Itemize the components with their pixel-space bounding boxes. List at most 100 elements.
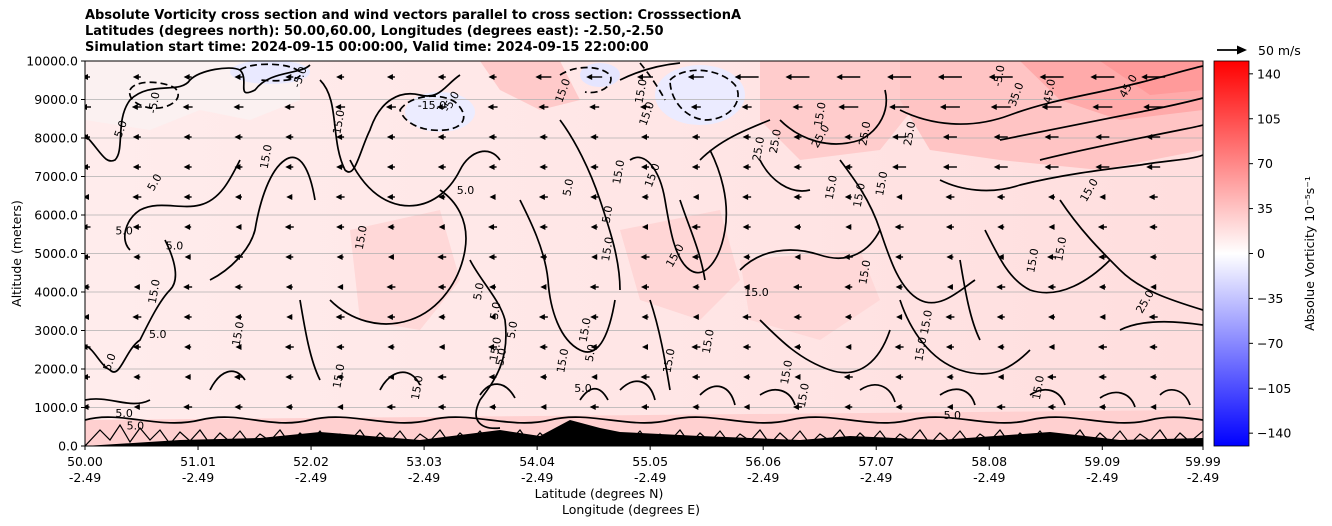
x-tick-label-lat: 52.02 xyxy=(293,454,329,469)
wind-vector-head xyxy=(690,104,697,110)
wind-vector-arrow xyxy=(285,404,293,410)
wind-vector-head xyxy=(132,194,139,200)
wind-vector-arrow xyxy=(133,284,140,290)
wind-vector-arrow xyxy=(793,224,801,230)
wind-vector-head xyxy=(896,194,903,200)
wind-vector-arrow xyxy=(539,134,548,140)
colorbar-tick-label: 70 xyxy=(1257,156,1273,171)
wind-vector-arrow xyxy=(896,194,903,200)
wind-vector-arrow xyxy=(488,74,497,80)
colorbar-tick-label: 140 xyxy=(1257,66,1281,81)
wind-vector-head xyxy=(687,74,694,80)
wind-vector-head xyxy=(233,104,240,110)
wind-vector-arrow xyxy=(794,254,801,260)
wind-vector-head xyxy=(538,104,545,110)
wind-vector-arrow xyxy=(993,134,1008,140)
wind-vector-arrow xyxy=(836,74,861,80)
wind-vector-arrow xyxy=(794,374,801,380)
wind-vector-arrow xyxy=(183,164,192,170)
wind-vector-head xyxy=(386,314,393,320)
wind-vector-head xyxy=(284,104,291,110)
x-tick-label-lat: 50.00 xyxy=(67,454,103,469)
wind-vector-head xyxy=(793,134,800,140)
wind-vector-head xyxy=(85,134,88,140)
contour-label: 5.0 xyxy=(127,419,145,432)
wind-vector-arrow xyxy=(488,344,498,350)
wind-vector-arrow xyxy=(437,404,446,410)
wind-vector-head xyxy=(942,134,949,140)
x-tick-label-lat: 54.04 xyxy=(519,454,555,469)
contour-label: 15.0 xyxy=(330,363,347,389)
wind-vector-head xyxy=(692,284,699,290)
wind-vector-head xyxy=(538,194,545,200)
wind-vector-head xyxy=(845,344,852,350)
x-tick-label-lat: 57.07 xyxy=(858,454,894,469)
wind-vector-arrow xyxy=(336,254,344,260)
x-tick-label-lat: 56.06 xyxy=(745,454,781,469)
wind-vector-head xyxy=(1143,104,1150,110)
wind-vector-arrow xyxy=(640,104,650,110)
wind-vector-arrow xyxy=(942,164,957,170)
wind-vector-head xyxy=(335,314,342,320)
wind-vector-head xyxy=(489,284,496,290)
wind-vector-arrow xyxy=(539,164,548,170)
wind-vector-head xyxy=(996,314,1003,320)
wind-vector-head xyxy=(284,344,291,350)
wind-vector-head xyxy=(183,284,190,290)
wind-vector-head xyxy=(385,104,392,110)
wind-vector-arrow xyxy=(640,254,650,260)
contour-label: 5.0 xyxy=(944,409,962,422)
x-tick-label-lat: 53.03 xyxy=(406,454,442,469)
wind-vector-arrow xyxy=(591,254,598,260)
wind-vector-head xyxy=(437,374,444,380)
wind-vector-head xyxy=(437,134,444,140)
x-tick-label-lon: -2.49 xyxy=(747,470,779,485)
wind-vector-arrow xyxy=(692,194,699,200)
wind-vector-head xyxy=(1044,134,1051,140)
wind-vector-arrow xyxy=(1099,194,1106,200)
wind-vector-head xyxy=(387,224,394,230)
wind-vector-arrow xyxy=(438,224,445,230)
wind-vector-arrow xyxy=(488,254,497,260)
contour-label: 15.0 xyxy=(918,309,935,335)
wind-vector-head xyxy=(539,224,546,230)
wind-vector-arrow xyxy=(937,74,962,80)
wind-vector-arrow xyxy=(838,104,859,110)
wind-vector-head xyxy=(131,104,138,110)
wind-vector-arrow xyxy=(692,314,699,320)
wind-vector-arrow xyxy=(641,164,649,170)
wind-vector-arrow xyxy=(1047,284,1056,290)
wind-vector-head xyxy=(742,134,749,140)
wind-vector-head xyxy=(436,104,443,110)
wind-vector-arrow xyxy=(1149,224,1158,230)
wind-vector-head xyxy=(85,314,89,320)
wind-vector-head xyxy=(589,284,596,290)
wind-vector-head xyxy=(1099,314,1106,320)
wind-vector-arrow xyxy=(996,314,1005,320)
wind-vector-arrow xyxy=(386,164,395,170)
wind-vector-arrow xyxy=(85,134,90,140)
x-tick-label-lat: 59.09 xyxy=(1084,454,1120,469)
wind-vector-arrow xyxy=(1048,224,1055,230)
wind-vector-arrow xyxy=(590,344,598,350)
wind-vector-arrow xyxy=(386,134,395,140)
wind-vector-head xyxy=(535,74,542,80)
wind-vector-head xyxy=(743,254,750,260)
wind-vector-arrow xyxy=(844,164,853,170)
wind-vector-arrow xyxy=(741,104,752,110)
wind-vector-arrow xyxy=(641,134,649,140)
wind-vector-head xyxy=(844,284,851,290)
wind-vector-head xyxy=(488,374,495,380)
wind-vector-arrow xyxy=(1041,104,1062,110)
wind-vector-head xyxy=(387,254,394,260)
wind-vector-arrow xyxy=(133,404,140,410)
wind-vector-arrow xyxy=(894,224,904,230)
wind-vector-head xyxy=(892,164,899,170)
wind-vector-arrow xyxy=(734,74,759,80)
wind-vector-head xyxy=(286,314,293,320)
wind-vector-head xyxy=(437,74,444,80)
wind-vectors xyxy=(85,74,1166,410)
wind-vector-arrow xyxy=(946,374,954,380)
wind-vector-head xyxy=(234,314,241,320)
